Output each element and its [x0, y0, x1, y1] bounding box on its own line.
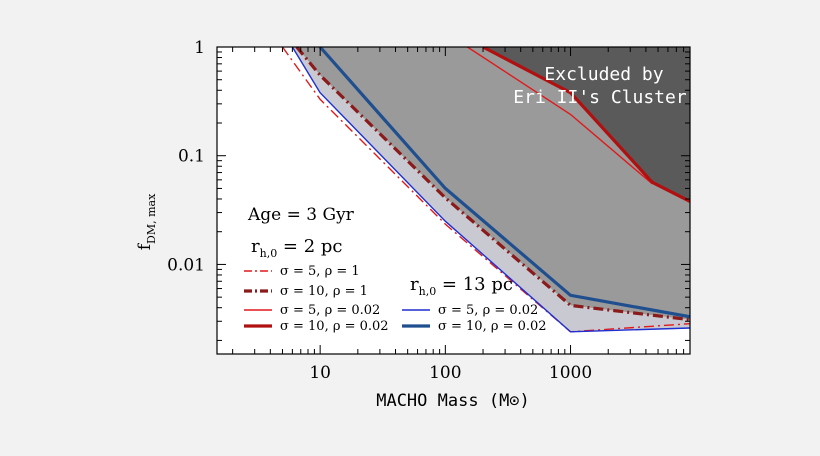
y-tick-label: 0.01 — [167, 255, 205, 275]
excluded-label-line2: Eri II's Cluster — [513, 87, 687, 108]
group-a-title: rh,0 = 2 pc — [251, 236, 343, 260]
legend-label: σ = 10, ρ = 0.02 — [280, 319, 389, 334]
axis-ticks: 10 100 1000 1 0.1 0.01 — [167, 38, 691, 383]
series-line-2 — [295, 47, 690, 322]
series-line-4 — [482, 47, 690, 203]
age-label: Age = 3 Gyr — [247, 205, 355, 225]
legend-entries: σ = 5, ρ = 1 σ = 10, ρ = 1 σ = 5, ρ = 0.02… — [244, 264, 547, 334]
excluded-region — [483, 47, 690, 202]
y-axis-title: fDM, max — [135, 193, 158, 250]
svg-text:fDM, max: fDM, max — [135, 193, 158, 250]
x-axis-title: MACHO Mass (M⊙) — [376, 391, 530, 411]
legend-label: σ = 5, ρ = 1 — [280, 264, 360, 279]
x-tick-label: 10 — [309, 363, 331, 383]
legend: Age = 3 Gyr rh,0 = 2 pc rh,0 = 13 pc σ =… — [244, 205, 547, 334]
excluded-label-line1: Excluded by — [544, 64, 663, 85]
series-line-1 — [281, 47, 690, 333]
legend-label: σ = 10, ρ = 1 — [280, 284, 368, 299]
x-tick-label: 1000 — [549, 363, 592, 383]
series-line-3 — [467, 47, 653, 185]
legend-label: σ = 5, ρ = 0.02 — [280, 303, 380, 318]
y-tick-label: 1 — [194, 38, 205, 58]
series-line-5 — [291, 47, 690, 333]
series-line-6 — [318, 47, 690, 319]
group-b-title: rh,0 = 13 pc — [410, 274, 513, 298]
x-tick-label: 100 — [429, 363, 461, 383]
series-lines — [281, 47, 690, 333]
plot-frame — [216, 46, 691, 355]
y-tick-label: 0.1 — [178, 147, 205, 167]
legend-label: σ = 10, ρ = 0.02 — [438, 319, 547, 334]
legend-label: σ = 5, ρ = 0.02 — [438, 303, 538, 318]
